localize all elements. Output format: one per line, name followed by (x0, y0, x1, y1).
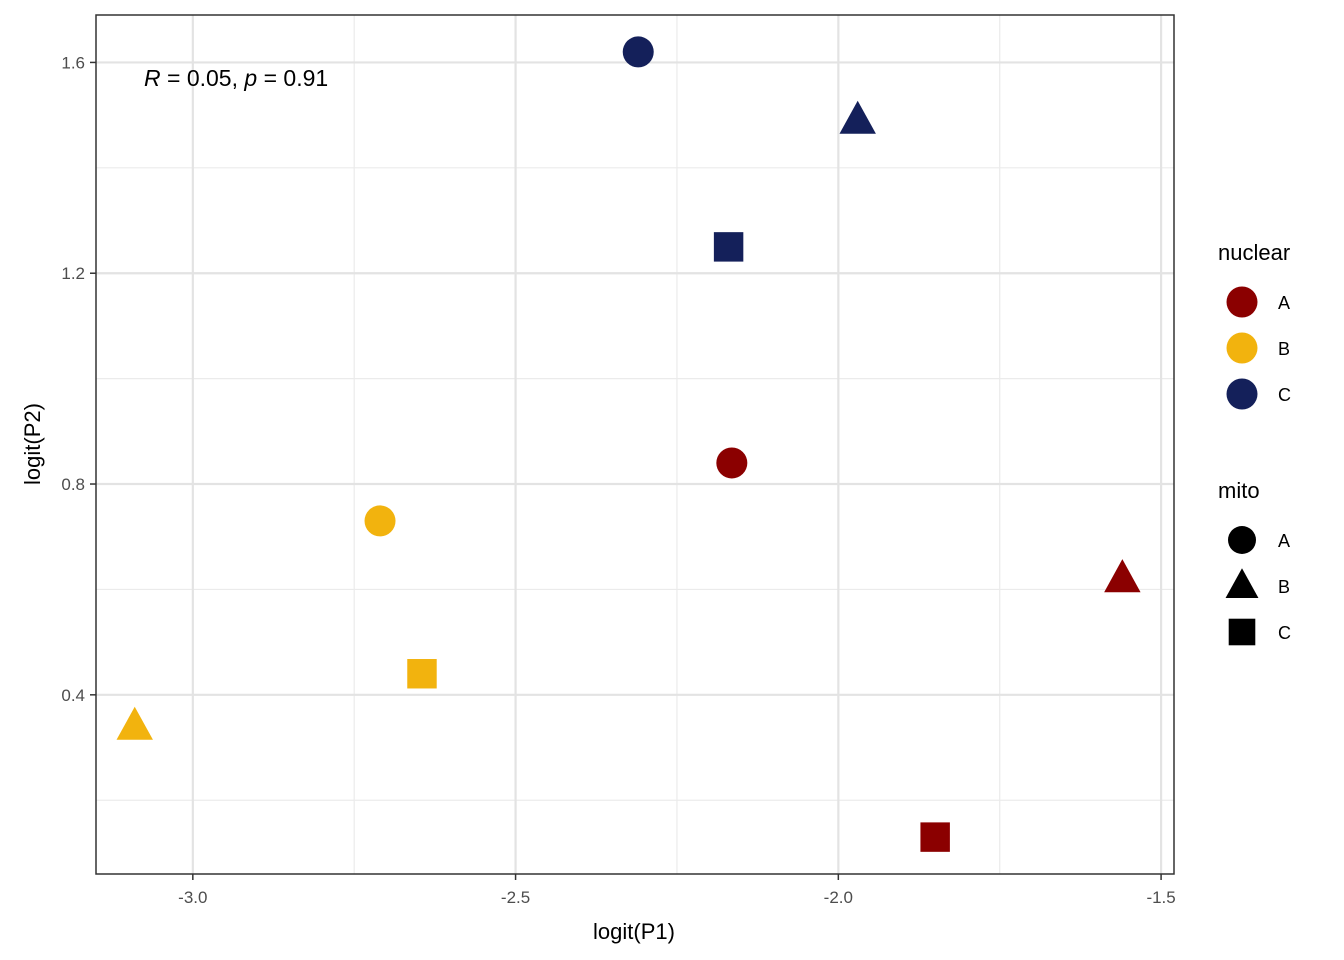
legend-label-mito-a: A (1278, 531, 1290, 551)
point-nuclear-b-mito-b-triangle (116, 706, 153, 740)
legend-label-nuclear-a: A (1278, 293, 1290, 313)
legend-label-mito-c: C (1278, 623, 1291, 643)
x-tick-label: -2.5 (501, 888, 530, 907)
legend-title-nuclear: nuclear (1218, 240, 1290, 265)
x-tick-label: -1.5 (1146, 888, 1175, 907)
p-label: p (243, 65, 257, 91)
r-label: R (144, 65, 161, 91)
x-tick-label: -2.0 (824, 888, 853, 907)
point-nuclear-a-mito-b-triangle (1104, 559, 1141, 593)
y-axis-title: logit(P2) (20, 403, 45, 485)
panel-border (95, 14, 1175, 875)
panel-background (96, 15, 1174, 874)
p-value: = 0.91 (257, 65, 328, 91)
legend-key-nuclear-b (1226, 332, 1258, 364)
point-nuclear-c-mito-a-circle (622, 36, 654, 68)
legend-key-nuclear-a (1226, 286, 1258, 318)
point-nuclear-a-mito-a-circle (716, 447, 748, 479)
correlation-annotation: R = 0.05, p = 0.91 (144, 65, 328, 91)
x-tick-label: -3.0 (178, 888, 207, 907)
legend-label-mito-b: B (1278, 577, 1290, 597)
legend-key-circle (1228, 526, 1256, 554)
legend-label-nuclear-b: B (1278, 339, 1290, 359)
point-nuclear-b-mito-a-circle (364, 505, 396, 537)
x-axis-title: logit(P1) (593, 919, 675, 944)
y-tick-label: 0.8 (61, 475, 85, 494)
legend-key-square (1228, 618, 1256, 646)
plot-panel: -3.0 -2.5 -2.0 -1.5 0.4 0.8 1.2 1.6 (61, 14, 1176, 907)
point-nuclear-c-mito-b-triangle (839, 100, 876, 134)
y-tick-label: 1.6 (61, 53, 85, 72)
point-nuclear-a-mito-c-square (920, 822, 950, 852)
legend-title-mito: mito (1218, 478, 1260, 503)
y-tick-label: 0.4 (61, 686, 85, 705)
y-tick-label: 1.2 (61, 264, 85, 283)
legend-key-nuclear-c (1226, 378, 1258, 410)
data-points (116, 36, 1141, 852)
point-nuclear-b-mito-c-square (407, 659, 437, 689)
legend-label-nuclear-c: C (1278, 385, 1291, 405)
r-value: = 0.05, (161, 65, 245, 91)
legend-key-triangle (1225, 568, 1259, 599)
point-nuclear-c-mito-c-square (713, 232, 744, 262)
